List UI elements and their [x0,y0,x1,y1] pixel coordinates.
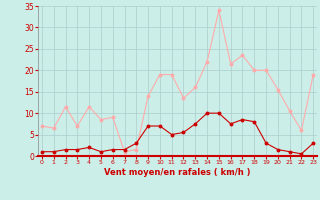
X-axis label: Vent moyen/en rafales ( km/h ): Vent moyen/en rafales ( km/h ) [104,168,251,177]
